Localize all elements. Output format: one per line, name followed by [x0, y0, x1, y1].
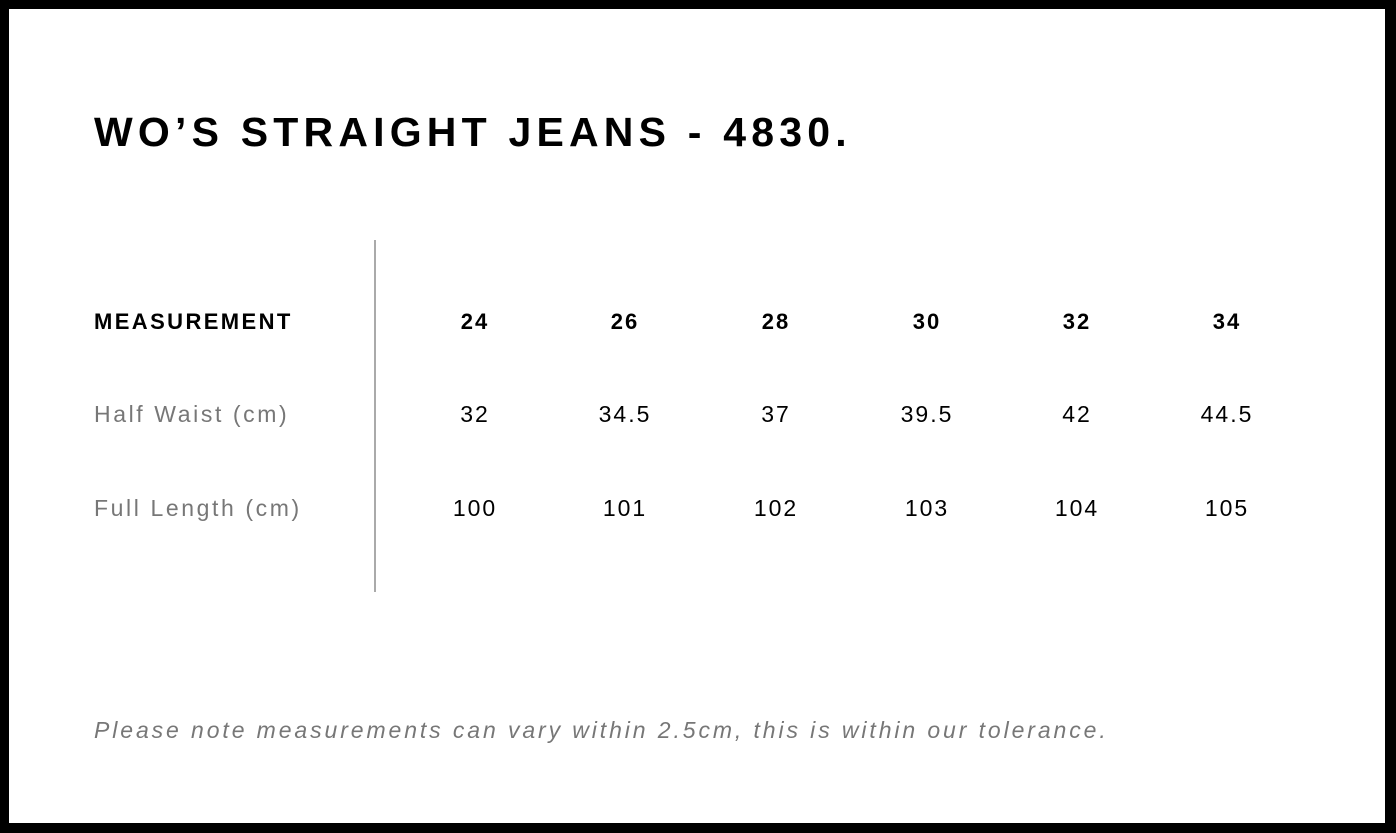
row-label: Full Length (cm): [94, 495, 302, 521]
table-cell: 39.5: [900, 401, 954, 427]
header-label: MEASUREMENT: [94, 309, 293, 334]
table-cell: 103: [904, 495, 950, 521]
table-cell: 34.5: [598, 401, 652, 427]
table-cell: 101: [602, 495, 648, 521]
size-header: 34: [1212, 309, 1242, 334]
size-chart-card: WO’S STRAIGHT JEANS - 4830. MEASUREMENT 2…: [9, 9, 1385, 823]
column-divider: [374, 240, 376, 592]
table-cell: 102: [753, 495, 799, 521]
table-cell: 32: [460, 401, 490, 427]
size-header: 32: [1062, 309, 1092, 334]
size-header: 26: [610, 309, 640, 334]
table-cell: 105: [1204, 495, 1250, 521]
size-header: 24: [460, 309, 490, 334]
size-header: 28: [761, 309, 791, 334]
tolerance-note: Please note measurements can vary within…: [94, 717, 1109, 743]
table-cell: 100: [452, 495, 498, 521]
row-label: Half Waist (cm): [94, 401, 290, 427]
table-cell: 37: [761, 401, 791, 427]
table-cell: 104: [1054, 495, 1100, 521]
page-title: WO’S STRAIGHT JEANS - 4830.: [94, 109, 852, 155]
size-header: 30: [912, 309, 942, 334]
table-cell: 42: [1062, 401, 1092, 427]
table-cell: 44.5: [1200, 401, 1254, 427]
